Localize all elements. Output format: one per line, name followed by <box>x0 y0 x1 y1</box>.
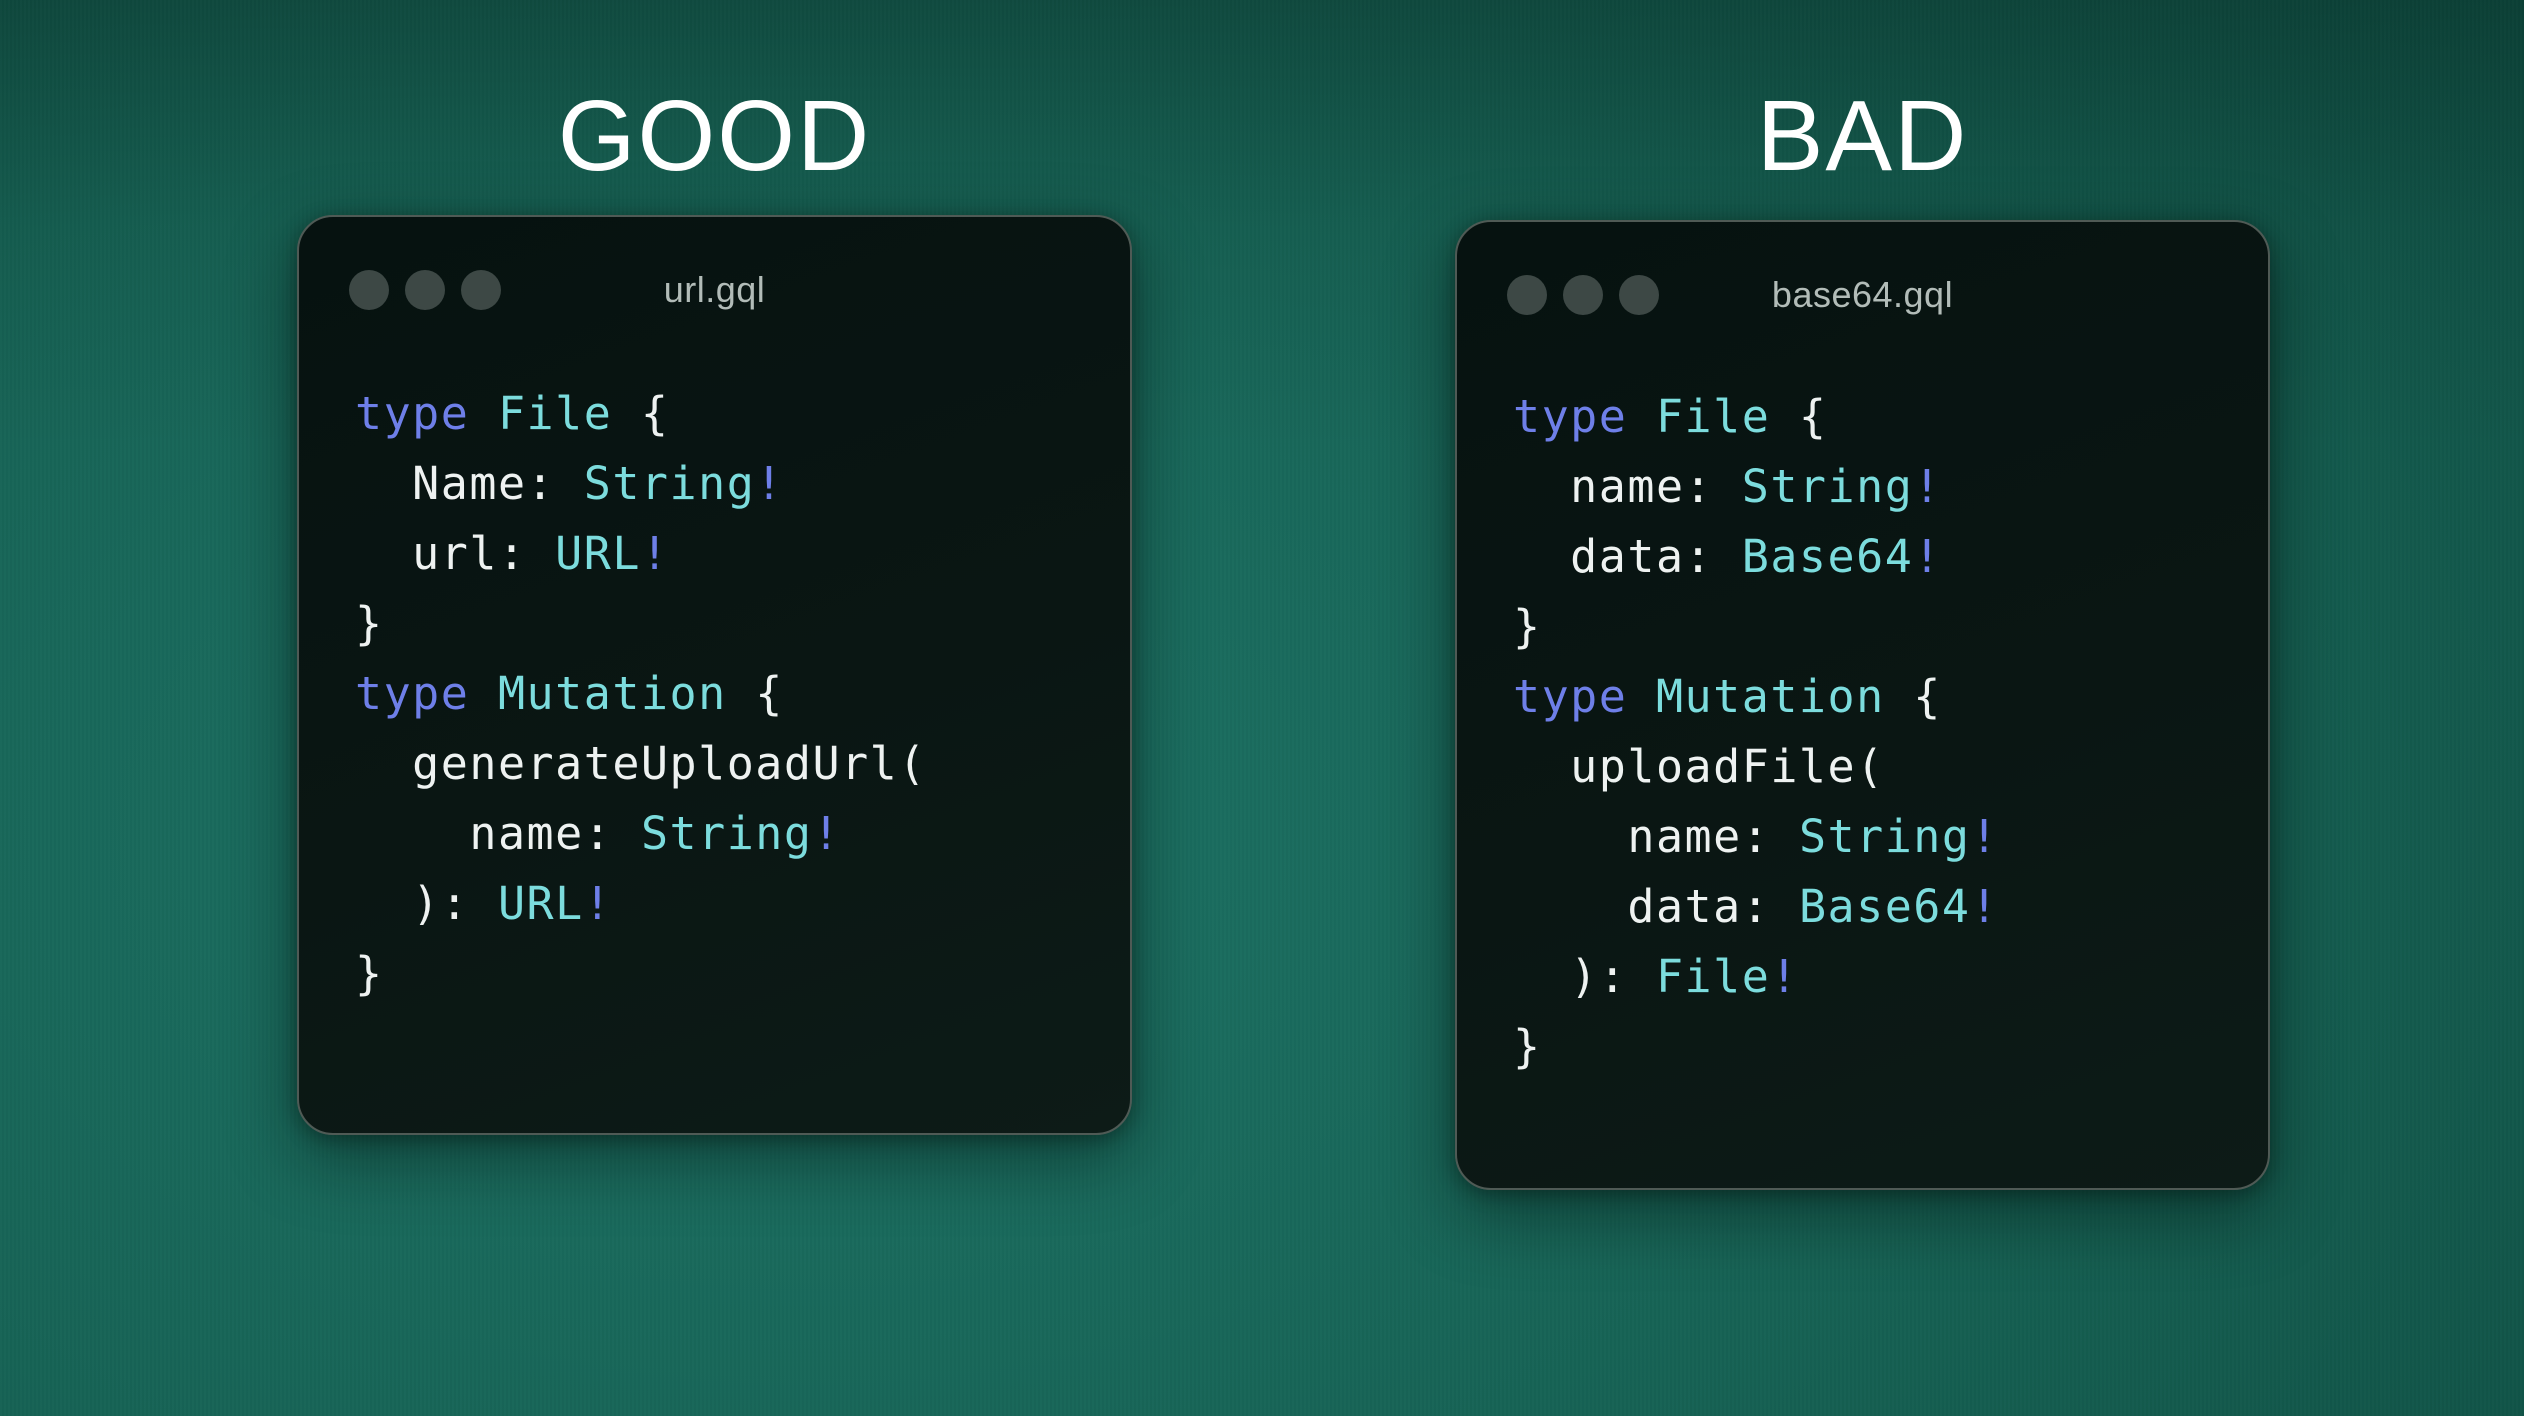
code-token-type: Base64 <box>1798 880 1971 933</box>
window-control-dot <box>1619 275 1659 315</box>
code-line: name: String! <box>1513 802 2258 872</box>
window-control-dot <box>1507 275 1547 315</box>
window-filename: base64.gql <box>1771 274 1954 315</box>
code-token-bang: ! <box>1970 880 2000 933</box>
code-line: ): URL! <box>355 869 1120 939</box>
code-token-type: Mutation <box>1655 670 1885 723</box>
code-token-type: String <box>1798 810 1971 863</box>
window-filename: url.gql <box>663 269 766 310</box>
code-token-plain: data: <box>1513 530 1742 583</box>
code-token-plain: url: <box>355 527 556 580</box>
code-line: data: Base64! <box>1513 872 2258 942</box>
code-line: } <box>355 939 1120 1009</box>
code-token-plain: { <box>726 667 784 720</box>
code-token-plain: ): <box>1513 950 1656 1003</box>
code-token-kw: type <box>355 387 470 440</box>
code-token-plain <box>469 387 498 440</box>
code-token-plain: ): <box>355 877 498 930</box>
code-token-plain <box>1627 670 1656 723</box>
window-control-dot <box>349 270 389 310</box>
code-line: url: URL! <box>355 519 1120 589</box>
code-token-type: String <box>583 457 756 510</box>
code-block-good: type File { Name: String! url: URL!} type… <box>355 379 1120 1009</box>
code-token-type: String <box>1741 460 1914 513</box>
code-token-bang: ! <box>1913 530 1942 583</box>
code-line: name: String! <box>1513 452 2258 522</box>
code-token-plain: generateUploadUrl( <box>355 737 927 790</box>
code-token-plain: } <box>1513 600 1542 653</box>
code-token-type: URL <box>497 877 584 930</box>
code-line: } <box>1513 592 2258 662</box>
code-token-type: URL <box>555 527 641 580</box>
code-line: name: String! <box>355 799 1120 869</box>
code-token-bang: ! <box>755 457 784 510</box>
code-line: type File { <box>355 379 1120 449</box>
window-control-dot <box>1563 275 1603 315</box>
code-token-kw: type <box>1513 390 1628 443</box>
code-line: uploadFile( <box>1513 732 2258 802</box>
code-token-plain <box>1627 390 1656 443</box>
code-token-bang: ! <box>583 877 613 930</box>
code-line: type Mutation { <box>1513 662 2258 732</box>
code-token-bang: ! <box>1770 950 1799 1003</box>
code-line: data: Base64! <box>1513 522 2258 592</box>
code-token-type: File <box>1655 950 1771 1003</box>
code-token-type: Base64 <box>1741 530 1914 583</box>
window-control-dot <box>405 270 445 310</box>
code-token-plain: uploadFile( <box>1513 740 1885 793</box>
heading-bad: BAD <box>1756 80 1969 192</box>
code-token-bang: ! <box>1970 810 2000 863</box>
code-line: type Mutation { <box>355 659 1120 729</box>
code-token-plain <box>469 667 498 720</box>
code-token-bang: ! <box>640 527 670 580</box>
code-token-plain: name: <box>355 807 641 860</box>
code-token-plain: { <box>1770 390 1828 443</box>
code-token-plain: { <box>612 387 670 440</box>
code-token-type: String <box>640 807 813 860</box>
window-controls <box>349 270 501 310</box>
code-token-plain: name: <box>1513 810 1799 863</box>
code-token-plain: } <box>355 947 384 1000</box>
code-token-type: File <box>1655 390 1771 443</box>
code-token-plain: name: <box>1513 460 1742 513</box>
code-line: generateUploadUrl( <box>355 729 1120 799</box>
code-token-kw: type <box>1513 670 1628 723</box>
code-window-url-gql: url.gql type File { Name: String! url: U… <box>297 215 1132 1135</box>
window-control-dot <box>461 270 501 310</box>
window-titlebar: base64.gql <box>1457 222 2268 342</box>
code-token-plain: } <box>355 597 384 650</box>
code-block-bad: type File { name: String! data: Base64!}… <box>1513 382 2258 1082</box>
code-token-plain: { <box>1884 670 1942 723</box>
code-token-kw: type <box>355 667 470 720</box>
code-line: } <box>1513 1012 2258 1082</box>
code-line: type File { <box>1513 382 2258 452</box>
code-token-type: Mutation <box>497 667 727 720</box>
code-line: Name: String! <box>355 449 1120 519</box>
code-line: ): File! <box>1513 942 2258 1012</box>
window-controls <box>1507 275 1659 315</box>
code-token-type: File <box>497 387 613 440</box>
code-token-bang: ! <box>1913 460 1942 513</box>
heading-good: GOOD <box>557 80 872 192</box>
code-token-plain: Name: <box>355 457 584 510</box>
window-titlebar: url.gql <box>299 217 1130 337</box>
code-token-bang: ! <box>812 807 842 860</box>
code-window-base64-gql: base64.gql type File { name: String! dat… <box>1455 220 2270 1190</box>
code-token-plain: } <box>1513 1020 1542 1073</box>
code-line: } <box>355 589 1120 659</box>
code-token-plain: data: <box>1513 880 1799 933</box>
